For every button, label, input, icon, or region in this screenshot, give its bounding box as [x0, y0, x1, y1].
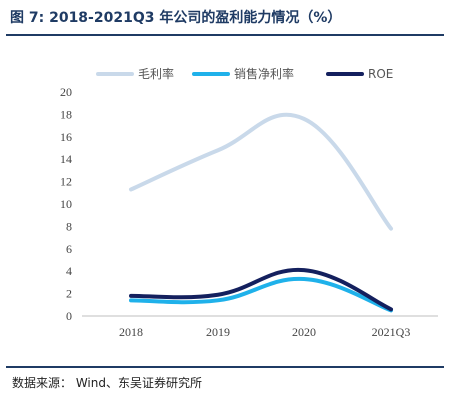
series-line-net-margin: [129, 277, 393, 313]
line-chart: 0 2 4 6 8 10 12 14 16 18 20 2018 2019 2020 2021Q3 毛利率 销售…: [60, 66, 438, 339]
y-tick-label-6: 6: [66, 242, 72, 256]
y-tick-label-14: 14: [60, 152, 72, 166]
legend-label-roe: ROE: [368, 67, 393, 81]
y-tick-label-4: 4: [66, 264, 72, 278]
x-tick-label-2019: 2019: [206, 325, 230, 339]
chart-title: 图 7: 2018-2021Q3 年公司的盈利能力情况（%）: [10, 10, 342, 26]
x-tick-label-2020: 2020: [292, 325, 316, 339]
y-tick-label-20: 20: [60, 85, 72, 99]
chart-area: 0 2 4 6 8 10 12 14 16 18 20 2018 2019 2020 2021Q3 毛利率 销售…: [6, 36, 444, 366]
source-note: 数据来源： Wind、东吴证券研究所: [12, 376, 202, 390]
y-tick-label-0: 0: [66, 309, 72, 323]
title-bar: 图 7: 2018-2021Q3 年公司的盈利能力情况（%）: [0, 0, 450, 34]
y-tick-label-10: 10: [60, 197, 72, 211]
title-divider: [6, 34, 444, 36]
y-tick-label-16: 16: [60, 130, 72, 144]
legend-label-gross-margin: 毛利率: [138, 66, 174, 81]
legend-label-net-margin: 销售净利率: [234, 66, 294, 81]
y-tick-label-2: 2: [66, 287, 72, 301]
source-divider: [6, 366, 444, 368]
y-tick-label-18: 18: [60, 107, 72, 121]
series-line-roe: [129, 267, 393, 312]
x-tick-label-2018: 2018: [119, 325, 143, 339]
y-tick-label-8: 8: [66, 219, 72, 233]
y-tick-label-12: 12: [60, 175, 72, 189]
x-tick-label-2021Q3: 2021Q3: [372, 325, 411, 339]
series-line-gross-margin: [129, 112, 393, 231]
